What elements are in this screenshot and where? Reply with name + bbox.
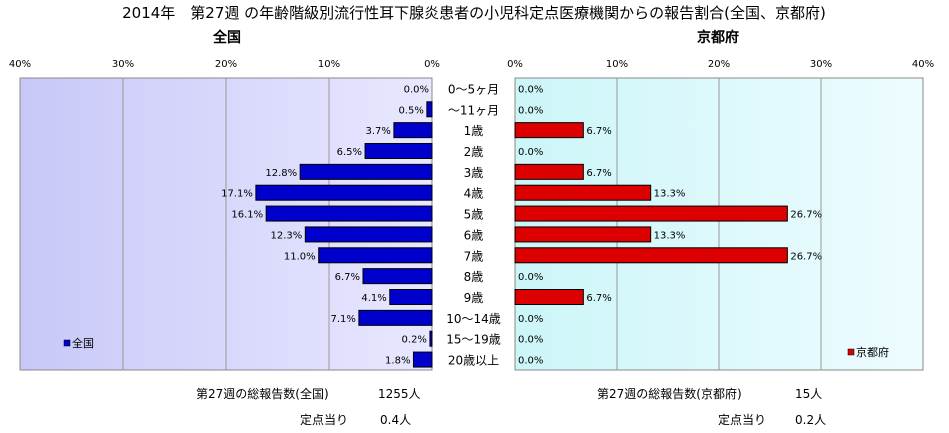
category-label-4: 3歳 bbox=[464, 166, 484, 180]
left-axis-ticks: 40% 30% 20% 10% 0% bbox=[9, 59, 440, 70]
national-per-value: 0.4人 bbox=[380, 413, 411, 427]
bar-kyoto-5 bbox=[514, 184, 652, 201]
tick-right-40: 40% bbox=[912, 59, 934, 70]
category-label-8: 7歳 bbox=[464, 249, 484, 263]
bar-national-12 bbox=[429, 330, 433, 347]
data-label-kyoto-8: 26.7% bbox=[790, 251, 822, 262]
data-label-kyoto-6: 26.7% bbox=[790, 210, 822, 221]
bar-national-8 bbox=[318, 247, 433, 264]
category-label-5: 4歳 bbox=[464, 187, 484, 201]
bar-national-1 bbox=[426, 101, 433, 118]
kyoto-total-label: 第27週の総報告数(京都府) bbox=[597, 386, 742, 401]
data-label-national-6: 16.1% bbox=[231, 210, 263, 221]
bar-kyoto-8 bbox=[514, 247, 788, 264]
chart-title: 2014年 第27週 の年齢階級別流行性耳下腺炎患者の小児科定点医療機関からの報… bbox=[122, 4, 826, 22]
bar-national-9 bbox=[362, 268, 433, 285]
tick-left-30: 30% bbox=[112, 59, 134, 70]
tick-right-30: 30% bbox=[810, 59, 832, 70]
category-labels: 0～5ヶ月 ～11ヶ月 1歳 2歳 3歳 4歳 5歳 6歳 7歳 8歳 9歳 10～14歳 15～19歳… bbox=[446, 82, 501, 367]
bar-kyoto-2 bbox=[514, 122, 584, 139]
data-label-national-8: 11.0% bbox=[284, 251, 316, 262]
data-label-national-0: 0.0% bbox=[404, 84, 429, 95]
kyoto-per-label: 定点当り bbox=[718, 412, 766, 427]
category-label-13: 20歳以上 bbox=[448, 354, 499, 368]
national-total-value: 1255人 bbox=[378, 387, 421, 401]
tick-left-40: 40% bbox=[9, 59, 31, 70]
tick-right-10: 10% bbox=[606, 59, 628, 70]
bar-national-4 bbox=[299, 163, 433, 180]
bar-kyoto-4 bbox=[514, 163, 584, 180]
right-gridlines bbox=[616, 78, 822, 370]
kyoto-bars bbox=[514, 122, 788, 305]
data-label-kyoto-9: 0.0% bbox=[518, 272, 543, 283]
legend-kyoto-label: 京都府 bbox=[856, 345, 889, 359]
data-label-national-12: 0.2% bbox=[402, 335, 427, 346]
category-label-3: 2歳 bbox=[464, 145, 484, 159]
data-label-national-1: 0.5% bbox=[398, 105, 423, 116]
legend-national-label: 全国 bbox=[72, 336, 94, 350]
bar-national-6 bbox=[265, 205, 433, 222]
data-label-kyoto-5: 13.3% bbox=[654, 189, 686, 200]
tick-left-0: 0% bbox=[424, 59, 440, 70]
bar-national-13 bbox=[412, 351, 433, 368]
category-label-12: 15～19歳 bbox=[446, 333, 501, 347]
data-label-national-5: 17.1% bbox=[221, 189, 253, 200]
tick-left-10: 10% bbox=[318, 59, 340, 70]
data-label-kyoto-13: 0.0% bbox=[518, 356, 543, 367]
data-label-national-9: 6.7% bbox=[335, 272, 360, 283]
data-label-kyoto-2: 6.7% bbox=[586, 126, 611, 137]
left-gridlines bbox=[122, 78, 330, 370]
national-per-label: 定点当り bbox=[300, 412, 348, 427]
category-label-0: 0～5ヶ月 bbox=[448, 82, 499, 96]
bar-national-11 bbox=[358, 309, 433, 326]
bar-national-10 bbox=[389, 289, 433, 305]
national-bars bbox=[255, 101, 433, 368]
data-label-kyoto-0: 0.0% bbox=[518, 84, 543, 95]
data-label-kyoto-11: 0.0% bbox=[518, 314, 543, 325]
bar-national-5 bbox=[255, 184, 433, 201]
tick-left-20: 20% bbox=[215, 59, 237, 70]
legend-national: 全国 bbox=[63, 336, 94, 350]
data-label-kyoto-4: 6.7% bbox=[586, 168, 611, 179]
category-label-11: 10～14歳 bbox=[446, 312, 501, 326]
data-label-kyoto-12: 0.0% bbox=[518, 335, 543, 346]
data-label-kyoto-1: 0.0% bbox=[518, 105, 543, 116]
category-label-6: 5歳 bbox=[464, 208, 484, 222]
right-panel-title: 京都府 bbox=[697, 29, 739, 46]
legend-national-swatch bbox=[63, 339, 71, 347]
national-data-labels: 0.0% 0.5% 3.7%6.5% 12.8% 17.1% 16.1% 12.3% 11.0… bbox=[221, 84, 429, 366]
right-axis-ticks: 0% 10% 20% 30% 40% bbox=[507, 59, 934, 70]
bar-kyoto-6 bbox=[514, 205, 788, 222]
data-label-kyoto-3: 0.0% bbox=[518, 147, 543, 158]
kyoto-total-value: 15人 bbox=[795, 387, 822, 401]
data-label-national-3: 6.5% bbox=[337, 147, 362, 158]
category-label-2: 1歳 bbox=[464, 124, 484, 138]
data-label-national-13: 1.8% bbox=[385, 356, 410, 367]
tick-right-0: 0% bbox=[507, 59, 523, 70]
category-label-10: 9歳 bbox=[464, 291, 484, 305]
bar-national-7 bbox=[304, 226, 433, 243]
category-label-7: 6歳 bbox=[464, 228, 484, 242]
category-label-9: 8歳 bbox=[464, 270, 484, 284]
data-label-national-11: 7.1% bbox=[330, 314, 355, 325]
data-label-national-2: 3.7% bbox=[365, 126, 390, 137]
bar-kyoto-10 bbox=[514, 289, 584, 305]
national-total-label: 第27週の総報告数(全国) bbox=[196, 386, 329, 401]
data-label-national-4: 12.8% bbox=[265, 168, 297, 179]
data-label-national-7: 12.3% bbox=[271, 230, 303, 241]
bar-national-3 bbox=[364, 143, 433, 159]
kyoto-per-value: 0.2人 bbox=[795, 413, 826, 427]
category-label-1: ～11ヶ月 bbox=[448, 103, 499, 117]
data-label-national-10: 4.1% bbox=[361, 293, 386, 304]
bar-national-2 bbox=[393, 122, 433, 139]
legend-kyoto: 京都府 bbox=[847, 345, 889, 359]
bar-kyoto-7 bbox=[514, 226, 652, 243]
tick-right-20: 20% bbox=[708, 59, 730, 70]
data-label-kyoto-10: 6.7% bbox=[586, 293, 611, 304]
kyoto-data-labels: 0.0% 0.0% 6.7% 0.0% 6.7% 13.3% 26.7% 13.3% 26.7%… bbox=[518, 84, 822, 366]
left-panel-title: 全国 bbox=[212, 29, 241, 46]
data-label-kyoto-7: 13.3% bbox=[654, 230, 686, 241]
legend-kyoto-swatch bbox=[847, 348, 855, 356]
